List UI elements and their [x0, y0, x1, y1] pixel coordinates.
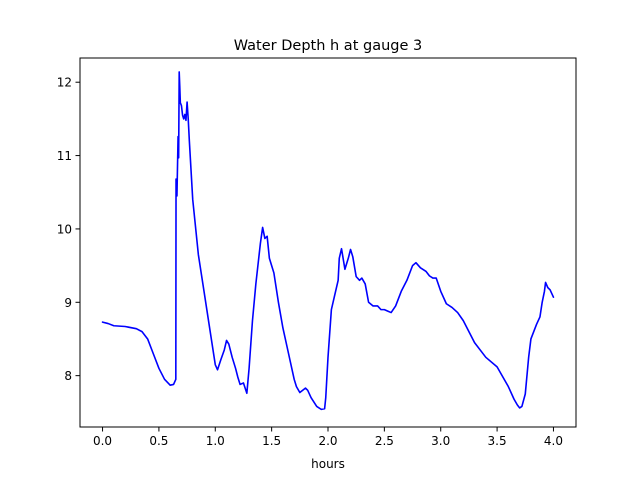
y-tick-label: 11 [57, 149, 72, 163]
y-tick-label: 8 [64, 369, 72, 383]
y-tick-label: 9 [64, 296, 72, 310]
x-tick-label: 2.0 [318, 434, 337, 448]
x-tick-label: 4.0 [544, 434, 563, 448]
series-line [101, 71, 555, 411]
ticks-layer: 0.0 0.5 1.0 1.5 2.0 2.5 3.0 3.5 4.0 8 9 10 11 12 [57, 76, 563, 448]
x-tick-label: 2.5 [375, 434, 394, 448]
x-tick-label: 0.0 [93, 434, 112, 448]
series-layer [101, 71, 555, 411]
x-tick-label: 1.0 [206, 434, 225, 448]
x-axis-label: hours [311, 457, 345, 471]
x-tick-label: 3.5 [488, 434, 507, 448]
chart-title: Water Depth h at gauge 3 [234, 38, 422, 54]
y-tick-label: 12 [57, 76, 72, 90]
y-tick-label: 10 [57, 222, 72, 236]
x-tick-label: 3.0 [431, 434, 450, 448]
plot-area-frame [79, 57, 577, 428]
x-tick-label: 1.5 [262, 434, 281, 448]
x-tick-label: 0.5 [149, 434, 168, 448]
